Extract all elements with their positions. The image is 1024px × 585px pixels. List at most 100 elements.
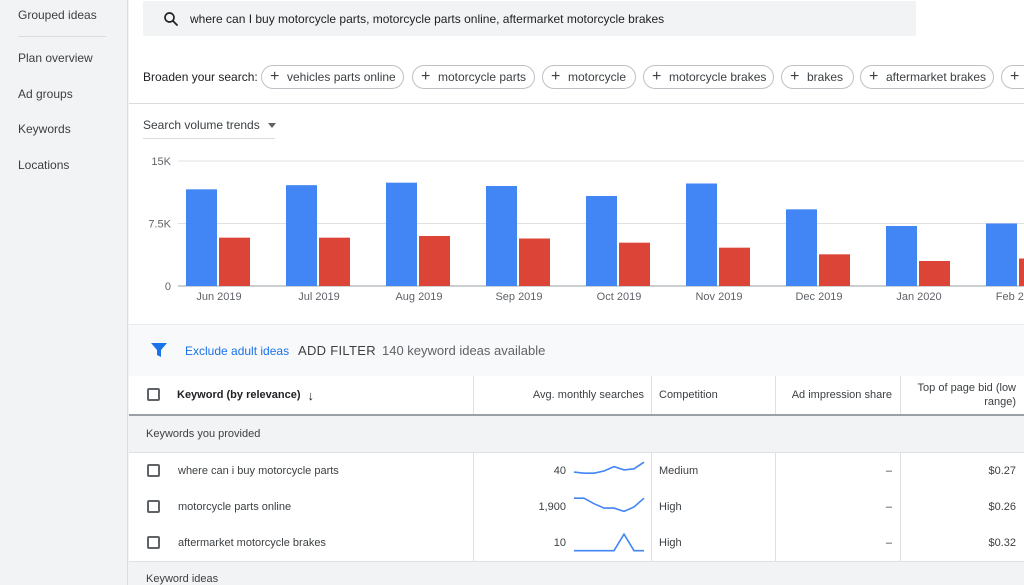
bar-series-1[interactable] [386,182,417,286]
chip-motorcycle-brakes[interactable]: + motorcycle brakes [643,65,774,89]
competition-cell: Medium [659,465,699,477]
row-checkbox[interactable] [147,500,160,513]
section-keyword-ideas: Keyword ideas [129,562,1024,585]
plus-icon: + [421,68,431,85]
bar-series-1[interactable] [786,209,817,286]
section-label: Keyword ideas [146,573,219,585]
chip-brakes[interactable]: + brakes [781,65,854,89]
column-divider [473,525,474,561]
column-header-bid-low[interactable]: Top of page bid (low range) [900,376,1024,414]
bar-series-2[interactable] [919,261,950,286]
column-header-competition-label: Competition [659,389,718,401]
sidebar-item-plan-overview[interactable]: Plan overview [18,51,93,65]
bar-series-2[interactable] [819,254,850,286]
chip-label: motorcycle brakes [669,70,767,84]
chip-motorcycle[interactable]: + motorcycle [542,65,636,89]
sidebar-item-keywords[interactable]: Keywords [18,122,71,136]
column-divider [900,525,901,561]
sort-arrow-down-icon: ↓ [307,387,315,403]
search-input[interactable]: where can I buy motorcycle parts, motorc… [143,1,916,36]
y-tick-label: 7.5K [148,219,171,231]
table-header: Keyword (by relevance) ↓ Avg. monthly se… [129,376,1024,416]
keyword-cell: motorcycle parts online [178,501,292,513]
bar-series-2[interactable] [219,237,250,286]
sidebar-item-grouped-ideas[interactable]: Grouped ideas [18,8,97,22]
add-filter-button[interactable]: ADD FILTER [298,343,376,358]
bid-low-cell: $0.32 [988,537,1016,549]
table-row[interactable]: aftermarket motorcycle brakes 10 High – $0.3… [129,525,1024,562]
column-header-competition[interactable]: Competition [651,376,775,414]
bar-series-1[interactable] [886,226,917,286]
section-label: Keywords you provided [146,428,261,440]
x-tick-label: Jun 2019 [196,291,241,303]
column-header-impression-share[interactable]: Ad impression share [775,376,900,414]
sparkline-path [574,532,644,552]
impression-share-cell: – [885,465,892,477]
x-tick-label: Jan 2020 [896,291,941,303]
x-tick-label: Dec 2019 [795,291,842,303]
exclude-adult-ideas-link[interactable]: Exclude adult ideas [185,344,290,358]
column-divider [775,525,776,561]
bar-series-1[interactable] [686,183,717,287]
bid-low-cell: $0.26 [988,501,1016,513]
bar-series-2[interactable] [319,237,350,286]
table-row[interactable]: where can i buy motorcycle parts 40 Medium… [129,453,1024,490]
chip-motorcycle-parts[interactable]: + motorcycle parts [412,65,535,89]
column-header-avg-searches[interactable]: Avg. monthly searches [473,376,651,414]
keyword-cell: where can i buy motorcycle parts [178,465,339,477]
search-value: where can I buy motorcycle parts, motorc… [190,12,665,26]
row-checkbox[interactable] [147,464,160,477]
competition-cell: High [659,537,682,549]
bar-series-2[interactable] [1019,258,1024,287]
table-row[interactable]: motorcycle parts online 1,900 High – $0.26 [129,489,1024,526]
chip-vehicles-parts-online[interactable]: + vehicles parts online [261,65,404,89]
plus-icon: + [270,68,280,85]
x-tick-label: Feb 2020 [996,291,1024,303]
impression-share-cell: – [885,537,892,549]
chip-aftermarket-brakes[interactable]: + aftermarket brakes [860,65,994,89]
filter-icon[interactable] [151,343,167,358]
bar-series-2[interactable] [619,242,650,286]
chip-label: motorcycle [568,70,627,84]
column-header-bid-low-line2: range) [984,396,1016,408]
x-tick-label: Aug 2019 [395,291,442,303]
sparkline-path [573,461,645,474]
trend-sparkline [574,497,645,513]
bar-series-2[interactable] [519,238,550,287]
plus-icon: + [790,68,800,85]
trend-area: 0 7.5K 15K Jun 2019 Jul 2019 Aug 2019 Sep 2019… [129,104,1024,324]
competition-cell: High [659,501,682,513]
row-checkbox[interactable] [147,536,160,549]
bar-series-1[interactable] [186,189,217,286]
trend-selector-label: Search volume trends [143,118,260,132]
column-divider [900,453,901,489]
filter-bar: Exclude adult ideas ADD FILTER 140 keywo… [129,324,1024,376]
bar-series-1[interactable] [286,185,317,286]
chip-label: brakes [807,70,844,84]
y-tick-label: 15K [151,156,171,168]
x-tick-label: Oct 2019 [597,291,642,303]
chip-more[interactable]: + [1001,65,1024,89]
bar-series-1[interactable] [986,223,1017,287]
column-divider [651,489,652,525]
select-all-checkbox[interactable] [147,388,160,401]
trend-selector[interactable]: Search volume trends [143,118,276,139]
sidebar-item-ad-groups[interactable]: Ad groups [18,87,73,101]
broaden-search-bar: Broaden your search: + vehicles parts onl… [129,48,1024,104]
column-header-keyword[interactable]: Keyword (by relevance) ↓ [177,376,473,414]
column-divider [651,525,652,561]
column-header-avg-searches-label: Avg. monthly searches [532,389,644,401]
sidebar-divider [18,36,106,37]
section-keywords-provided: Keywords you provided [129,416,1024,453]
bar-series-2[interactable] [419,236,450,286]
sidebar-item-locations[interactable]: Locations [18,158,70,172]
bar-series-2[interactable] [719,247,750,286]
column-divider [651,453,652,489]
plus-icon: + [1010,68,1020,85]
bar-series-1[interactable] [486,186,517,286]
column-divider [775,453,776,489]
avg-searches-cell: 1,900 [538,501,566,513]
impression-share-cell: – [885,501,892,513]
column-divider [473,453,474,489]
bar-series-1[interactable] [586,196,617,286]
